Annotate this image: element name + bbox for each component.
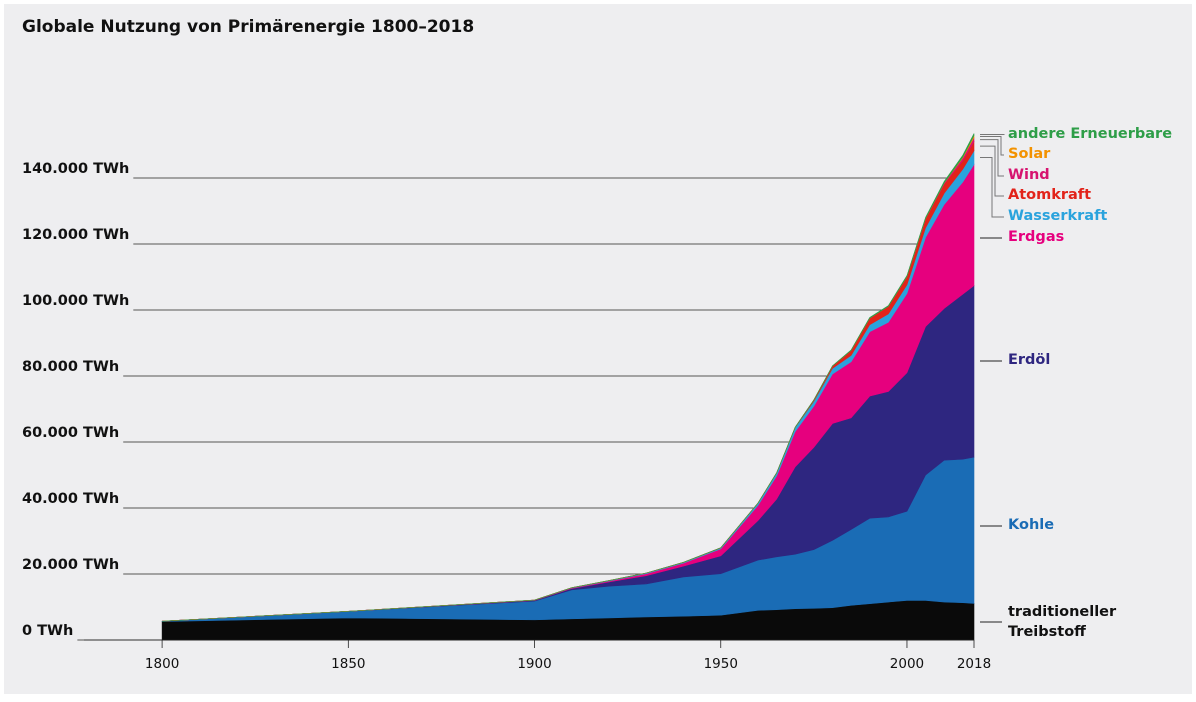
legend-label: Solar — [1008, 144, 1050, 164]
x-tick-label: 1800 — [145, 656, 179, 672]
y-tick-label: 40.000 TWh — [22, 491, 119, 507]
legend-leader — [980, 158, 1004, 217]
legend-label: traditioneller Treibstoff — [1008, 602, 1126, 642]
y-tick-label: 120.000 TWh — [22, 227, 129, 243]
areas — [162, 134, 974, 641]
legend-label: andere Erneuerbare — [1008, 124, 1172, 144]
legend-label: Kohle — [1008, 515, 1054, 535]
legend-label: Wind — [1008, 165, 1050, 185]
x-tick-label: 1850 — [331, 656, 365, 672]
x-tick-label: 2000 — [890, 656, 924, 672]
legend-label: Atomkraft — [1008, 185, 1091, 205]
y-tick-label: 20.000 TWh — [22, 557, 119, 573]
x-tick-label: 1950 — [704, 656, 738, 672]
chart-title: Globale Nutzung von Primärenergie 1800–2… — [22, 17, 474, 37]
y-tick-label: 0 TWh — [22, 623, 73, 639]
y-tick-label: 140.000 TWh — [22, 161, 129, 177]
x-tick-label: 2018 — [957, 656, 991, 672]
chart-panel: Globale Nutzung von Primärenergie 1800–2… — [4, 4, 1192, 694]
y-tick-label: 100.000 TWh — [22, 293, 129, 309]
x-tick-label: 1900 — [517, 656, 551, 672]
legend-label: Erdöl — [1008, 350, 1050, 370]
y-tick-label: 60.000 TWh — [22, 425, 119, 441]
legend-label: Erdgas — [1008, 227, 1064, 247]
chart: Globale Nutzung von Primärenergie 1800–2… — [4, 4, 1192, 694]
legend-label: Wasserkraft — [1008, 206, 1107, 226]
y-tick-label: 80.000 TWh — [22, 359, 119, 375]
